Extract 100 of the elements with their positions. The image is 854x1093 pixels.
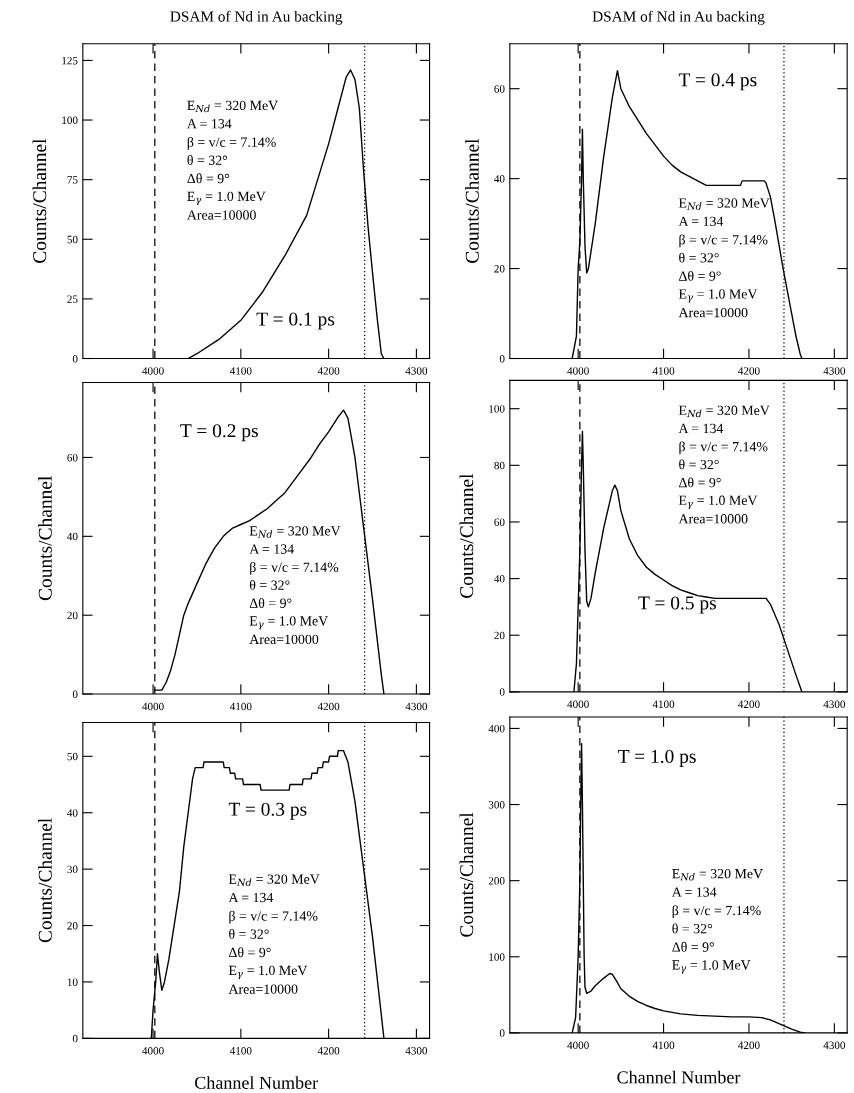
y-tick-label: 300	[488, 801, 505, 809]
x-tick-label: 4300	[823, 700, 846, 709]
annotation: Area=10000	[186, 210, 256, 220]
y-tick-label: 125	[62, 56, 78, 65]
x-tick-label: 4000	[142, 1047, 164, 1055]
x-tick-label: 4300	[405, 367, 428, 375]
y-tick-label: 0	[72, 690, 78, 699]
annotation: θ = 32°	[679, 459, 719, 470]
y-axis-title: Counts/Channel	[465, 138, 479, 263]
y-tick-label: 60	[67, 453, 78, 462]
annotation: β = v/c = 7.14%	[672, 905, 761, 919]
annotation: E$_{γ}$ = 1.0 MeV	[228, 965, 308, 980]
y-tick-label: 0	[499, 354, 505, 363]
y-tick-label: 200	[488, 877, 505, 885]
chart-title: DSAM of Nd in Au backing	[170, 10, 343, 25]
annotation: T = 0.1 ps	[256, 312, 335, 330]
x-tick-label: 4300	[823, 1041, 846, 1050]
x-tick-label: 4200	[738, 1041, 760, 1050]
annotation: E$_{γ}$ = 1.0 MeV	[678, 289, 758, 303]
y-tick-label: 40	[494, 175, 505, 183]
annotation: Area=10000	[678, 514, 748, 524]
x-tick-label: 4300	[405, 1047, 428, 1055]
y-axis-title: Counts/Channel	[459, 812, 474, 937]
x-axis-title: Channel Number	[617, 1070, 741, 1084]
y-tick-label: 0	[72, 1034, 78, 1043]
annotation: Area=10000	[228, 984, 298, 994]
annotation: A = 134	[678, 423, 724, 434]
y-tick-label: 20	[67, 922, 78, 930]
y-axis-title: Counts/Channel	[459, 473, 474, 598]
annotation: A = 134	[671, 887, 717, 897]
annotation: β = v/c = 7.14%	[679, 234, 768, 248]
y-tick-label: 100	[489, 953, 505, 961]
annotation: Δθ = 9°	[672, 941, 714, 952]
x-tick-label: 4300	[405, 702, 428, 711]
annotation: β = v/c = 7.14%	[250, 561, 339, 575]
x-tick-label: 4000	[567, 367, 589, 375]
y-tick-label: 80	[494, 461, 505, 470]
y-tick-label: 25	[67, 295, 78, 303]
annotation: θ = 32°	[672, 923, 712, 934]
x-tick-label: 4200	[738, 700, 760, 709]
x-axis-title: Channel Number	[195, 1076, 318, 1089]
annotation: Δθ = 9°	[228, 947, 271, 958]
annotation: θ = 32°	[249, 579, 290, 590]
annotation: E$_{Nd}$ = 320 MeV	[187, 100, 279, 113]
annotation: E$_{γ}$ = 1.0 MeV	[187, 191, 266, 206]
annotation: T = 1.0 ps	[618, 749, 696, 767]
annotation: θ = 32°	[679, 252, 719, 263]
y-tick-label: 30	[67, 865, 78, 874]
annotation: E$_{γ}$ = 1.0 MeV	[672, 960, 751, 974]
y-tick-label: 10	[67, 978, 78, 986]
y-tick-label: 50	[67, 752, 78, 761]
y-tick-label: 0	[499, 1029, 505, 1037]
annotation: A = 134	[228, 892, 274, 903]
y-tick-label: 40	[67, 532, 78, 541]
annotation: Δθ = 9°	[679, 270, 721, 281]
annotation: E$_{Nd}$ = 320 MeV	[672, 868, 763, 881]
x-tick-label: 4100	[229, 367, 252, 375]
annotation: Δθ = 9°	[249, 598, 292, 608]
x-tick-label: 4000	[567, 1041, 589, 1050]
x-tick-label: 4100	[652, 700, 675, 709]
x-tick-label: 4100	[229, 1047, 252, 1055]
y-axis-title: Counts/Channel	[32, 138, 47, 263]
annotation: Δθ = 9°	[679, 477, 721, 488]
x-tick-label: 4200	[738, 367, 760, 375]
x-tick-label: 4200	[317, 367, 340, 375]
x-tick-label: 4100	[652, 1041, 675, 1050]
y-tick-label: 20	[67, 611, 78, 620]
y-tick-label: 20	[494, 265, 505, 273]
x-tick-label: 4200	[317, 1047, 340, 1055]
x-tick-label: 4000	[142, 702, 164, 711]
y-axis-title: Counts/Channel	[38, 476, 52, 601]
annotation: E$_{γ}$ = 1.0 MeV	[249, 616, 329, 630]
x-tick-label: 4300	[823, 367, 846, 375]
y-tick-label: 100	[489, 405, 505, 413]
annotation: T = 0.4 ps	[678, 73, 757, 91]
y-tick-label: 0	[72, 354, 78, 363]
x-tick-label: 4000	[142, 367, 164, 375]
annotation: T = 0.2 ps	[180, 424, 258, 442]
x-tick-label: 4100	[652, 367, 675, 375]
chart-title: DSAM of Nd in Au backing	[592, 10, 765, 25]
annotation: A = 134	[678, 216, 724, 226]
x-tick-label: 4200	[317, 702, 340, 711]
annotation: Area=10000	[678, 307, 748, 318]
y-tick-label: 20	[494, 631, 505, 640]
x-tick-label: 4100	[229, 702, 252, 711]
annotation: θ = 32°	[229, 928, 269, 939]
annotation: E$_{Nd}$ = 320 MeV	[249, 526, 341, 538]
y-tick-label: 50	[67, 235, 78, 244]
annotation: A = 134	[249, 544, 294, 554]
y-tick-label: 100	[62, 116, 78, 124]
annotation: E$_{γ}$ = 1.0 MeV	[678, 495, 758, 510]
annotation: θ = 32°	[187, 155, 228, 165]
y-tick-label: 75	[67, 176, 78, 184]
y-tick-label: 60	[494, 85, 505, 93]
annotation: β = v/c = 7.14%	[187, 136, 276, 150]
annotation: Δθ = 9°	[187, 173, 230, 184]
annotation: T = 0.5 ps	[638, 596, 716, 614]
y-tick-label: 60	[494, 518, 505, 526]
x-tick-label: 4000	[567, 700, 589, 709]
annotation: E$_{Nd}$ = 320 MeV	[228, 874, 320, 886]
